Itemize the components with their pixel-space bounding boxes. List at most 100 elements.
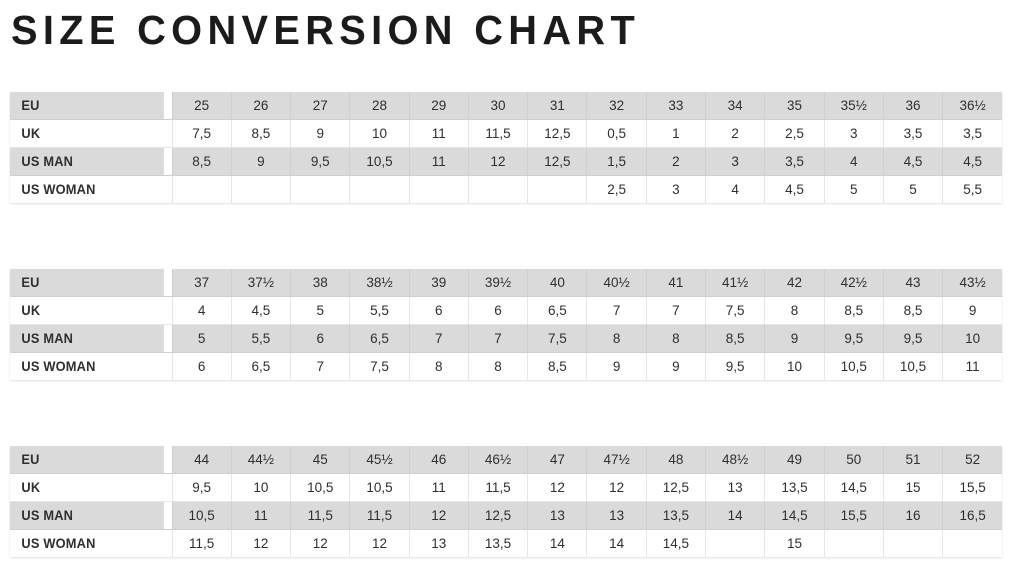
cell: 40 <box>527 269 588 297</box>
cell: 26 <box>231 92 292 120</box>
cell: 5,5 <box>942 175 1002 203</box>
cell: 13,5 <box>764 473 825 502</box>
cell: 14,5 <box>764 501 825 530</box>
conversion-table-1: EU 25 26 27 28 29 30 31 32 33 34 35 35½ 36 36½ UK 7,5 8,5… <box>10 92 1002 203</box>
cell: 44½ <box>231 446 292 474</box>
cell: 8,5 <box>231 119 292 148</box>
cell: 15,5 <box>824 501 884 530</box>
cell: 11 <box>409 119 469 148</box>
cell: 12,5 <box>527 119 588 148</box>
cell <box>824 529 884 557</box>
cell: 10 <box>349 119 410 148</box>
cell: 3 <box>705 147 766 176</box>
cell: 45½ <box>349 446 410 474</box>
cell: 12 <box>290 529 351 557</box>
cell: 12,5 <box>646 473 707 502</box>
cell: 9 <box>586 352 647 380</box>
cell: 5,5 <box>349 296 410 325</box>
cell: 14 <box>527 529 588 557</box>
cell: 8 <box>468 352 529 380</box>
table-row: US WOMAN 6 6,5 7 7,5 8 8 8,5 9 9 9,5 10 10,5 10,5 11 <box>10 352 1002 380</box>
cell: 4,5 <box>231 296 292 325</box>
row-label-eu: EU <box>10 446 165 474</box>
cell: 2,5 <box>764 119 825 148</box>
cell: 7,5 <box>705 296 766 325</box>
cell: 32 <box>586 92 647 120</box>
cell: 3,5 <box>942 119 1002 148</box>
cell: 12 <box>349 529 410 557</box>
table-row: US MAN 8,5 9 9,5 10,5 11 12 12,5 1,5 2 3 3,5 4 4,5 4,5 <box>10 147 1002 176</box>
cell: 2,5 <box>586 175 647 203</box>
conversion-table-3-body: EU 44 44½ 45 45½ 46 46½ 47 47½ 48 48½ 49 50 51 52 UK 9,5… <box>10 446 1002 557</box>
table-row: EU 37 37½ 38 38½ 39 39½ 40 40½ 41 41½ 42 42½ 43 43½ <box>10 269 1002 297</box>
cell: 0,5 <box>586 119 647 148</box>
cell: 5 <box>824 175 884 203</box>
cell: 11 <box>409 147 469 176</box>
cell: 7 <box>646 296 707 325</box>
cell: 11 <box>231 501 292 530</box>
cell: 38 <box>290 269 351 297</box>
cell: 1 <box>646 119 707 148</box>
cell: 8 <box>646 324 707 353</box>
cell <box>349 175 410 203</box>
row-label-us-woman: US WOMAN <box>10 175 165 203</box>
cell: 10,5 <box>883 352 944 380</box>
cell: 10,5 <box>824 352 884 380</box>
cell: 9 <box>942 296 1002 325</box>
cell: 27 <box>290 92 351 120</box>
cell: 43½ <box>942 269 1002 297</box>
cell: 11,5 <box>172 529 232 557</box>
row-label-eu: EU <box>10 92 165 120</box>
cell: 14 <box>586 529 647 557</box>
cell: 43 <box>883 269 944 297</box>
conversion-table-3: EU 44 44½ 45 45½ 46 46½ 47 47½ 48 48½ 49 50 51 52 UK 9,5… <box>10 446 1002 557</box>
cell: 2 <box>705 119 766 148</box>
cell <box>705 529 766 557</box>
cell <box>468 175 529 203</box>
cell <box>942 529 1002 557</box>
cell: 9,5 <box>172 473 232 502</box>
cell: 31 <box>527 92 588 120</box>
cell: 4,5 <box>764 175 825 203</box>
cell: 8 <box>409 352 469 380</box>
table-row: US MAN 5 5,5 6 6,5 7 7 7,5 8 8 8,5 9 9,5 9,5 10 <box>10 324 1002 353</box>
cell: 10 <box>231 473 292 502</box>
cell <box>290 175 351 203</box>
cell: 52 <box>942 446 1002 474</box>
cell: 6,5 <box>349 324 410 353</box>
cell: 15,5 <box>942 473 1002 502</box>
cell: 8,5 <box>705 324 766 353</box>
cell: 13 <box>409 529 469 557</box>
cell: 11 <box>409 473 469 502</box>
cell: 36½ <box>942 92 1002 120</box>
cell <box>172 175 232 203</box>
cell: 8 <box>764 296 825 325</box>
row-label-eu: EU <box>10 269 165 297</box>
cell: 12,5 <box>527 147 588 176</box>
cell: 29 <box>409 92 469 120</box>
cell: 3 <box>646 175 707 203</box>
cell: 10 <box>764 352 825 380</box>
cell <box>409 175 469 203</box>
cell: 5 <box>172 324 232 353</box>
table-row: UK 4 4,5 5 5,5 6 6 6,5 7 7 7,5 8 8,5 8,5 9 <box>10 296 1002 325</box>
cell: 41 <box>646 269 707 297</box>
cell: 11,5 <box>349 501 410 530</box>
cell: 4,5 <box>883 147 944 176</box>
conversion-table-2-body: EU 37 37½ 38 38½ 39 39½ 40 40½ 41 41½ 42 42½ 43 43½ UK 4… <box>10 269 1002 380</box>
cell: 10,5 <box>349 473 410 502</box>
cell: 10,5 <box>349 147 410 176</box>
cell: 47½ <box>586 446 647 474</box>
cell: 13,5 <box>646 501 707 530</box>
cell: 37 <box>172 269 232 297</box>
cell: 7 <box>468 324 529 353</box>
cell: 7,5 <box>527 324 588 353</box>
cell: 14,5 <box>646 529 707 557</box>
cell: 6,5 <box>527 296 588 325</box>
row-label-uk: UK <box>10 296 165 325</box>
cell: 47 <box>527 446 588 474</box>
cell: 14 <box>705 501 766 530</box>
cell: 6,5 <box>231 352 292 380</box>
cell: 51 <box>883 446 944 474</box>
cell: 36 <box>883 92 944 120</box>
